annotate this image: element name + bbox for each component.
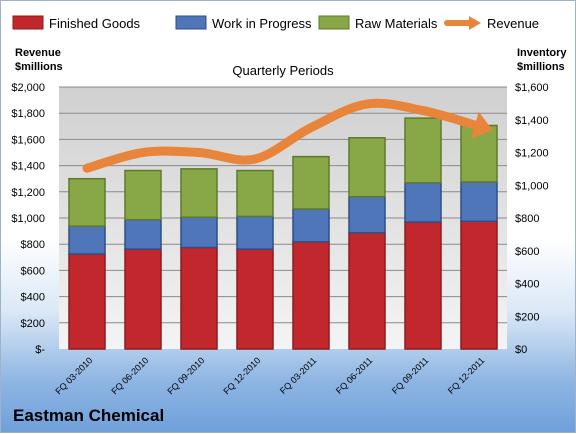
revenue-arrowhead: [471, 111, 493, 139]
bar-work-in-progress: [124, 218, 162, 250]
right-tick-label: $600: [515, 246, 539, 258]
left-axis-title: Revenue: [15, 47, 61, 59]
bar-finished-goods: [236, 248, 274, 350]
bar-finished-goods: [460, 220, 498, 350]
company-name: Eastman Chemical: [13, 406, 165, 425]
bar-work-in-progress: [460, 181, 498, 223]
legend-revenue-arrow: [469, 16, 481, 30]
bar-raw-materials: [180, 168, 218, 218]
right-tick-label: $800: [515, 213, 539, 225]
category-label: FQ 09-2011: [390, 355, 431, 396]
bar-work-in-progress: [404, 182, 442, 223]
chart-title: Quarterly Periods: [232, 63, 334, 78]
right-tick-label: $1,600: [515, 82, 549, 94]
right-tick-label: $200: [515, 311, 539, 323]
legend-label: Work in Progress: [212, 16, 312, 31]
left-axis-title: $millions: [15, 61, 63, 73]
category-label: FQ 03-2011: [278, 355, 319, 396]
bar-finished-goods: [180, 246, 218, 350]
right-tick-label: $1,400: [515, 115, 549, 127]
revenue-line: [82, 98, 484, 173]
bar-finished-goods: [124, 248, 162, 350]
bar-finished-goods: [292, 240, 330, 350]
bar-raw-materials: [404, 117, 442, 184]
left-tick-label: $1,400: [11, 161, 45, 173]
bar-raw-materials: [348, 137, 386, 198]
bar-raw-materials: [236, 169, 274, 218]
legend-label: Revenue: [487, 16, 539, 31]
bar-work-in-progress: [292, 208, 330, 243]
category-label: FQ 12-2010: [221, 355, 262, 396]
legend-swatch: [175, 15, 207, 30]
right-axis-title: Inventory: [517, 47, 567, 59]
right-tick-label: $400: [515, 279, 539, 291]
bar-raw-materials: [460, 124, 498, 183]
left-tick-label: $1,200: [11, 187, 45, 199]
left-tick-label: $1,800: [11, 108, 45, 120]
bar-finished-goods: [68, 253, 106, 350]
category-label: FQ 03-2010: [53, 355, 94, 396]
bar-finished-goods: [404, 221, 442, 350]
bar-work-in-progress: [236, 215, 274, 250]
bar-work-in-progress: [348, 195, 386, 234]
left-tick-label: $800: [21, 239, 45, 251]
bar-raw-materials: [68, 177, 106, 227]
left-tick-label: $600: [21, 265, 45, 277]
bar-work-in-progress: [68, 225, 106, 255]
legend-swatch: [12, 15, 44, 30]
left-tick-label: $200: [21, 318, 45, 330]
right-tick-label: $0: [515, 344, 527, 356]
category-label: FQ 06-2010: [109, 355, 150, 396]
left-tick-label: $400: [21, 292, 45, 304]
right-axis-title: $millions: [517, 61, 565, 73]
legend-label: Finished Goods: [49, 16, 141, 31]
left-tick-label: $1,600: [11, 134, 45, 146]
legend-swatch: [318, 15, 350, 30]
bar-raw-materials: [124, 169, 162, 221]
right-tick-label: $1,200: [515, 148, 549, 160]
category-label: FQ 06-2011: [334, 355, 375, 396]
category-label: FQ 09-2010: [165, 355, 206, 396]
legend-label: Raw Materials: [355, 16, 438, 31]
left-tick-label: $2,000: [11, 82, 45, 94]
left-tick-label: $1,000: [11, 213, 45, 225]
bar-raw-materials: [292, 155, 330, 210]
category-label: FQ 12-2011: [446, 355, 487, 396]
left-tick-label: $-: [35, 344, 45, 356]
bar-work-in-progress: [180, 216, 218, 249]
right-tick-label: $1,000: [515, 180, 549, 192]
bar-finished-goods: [348, 231, 386, 350]
